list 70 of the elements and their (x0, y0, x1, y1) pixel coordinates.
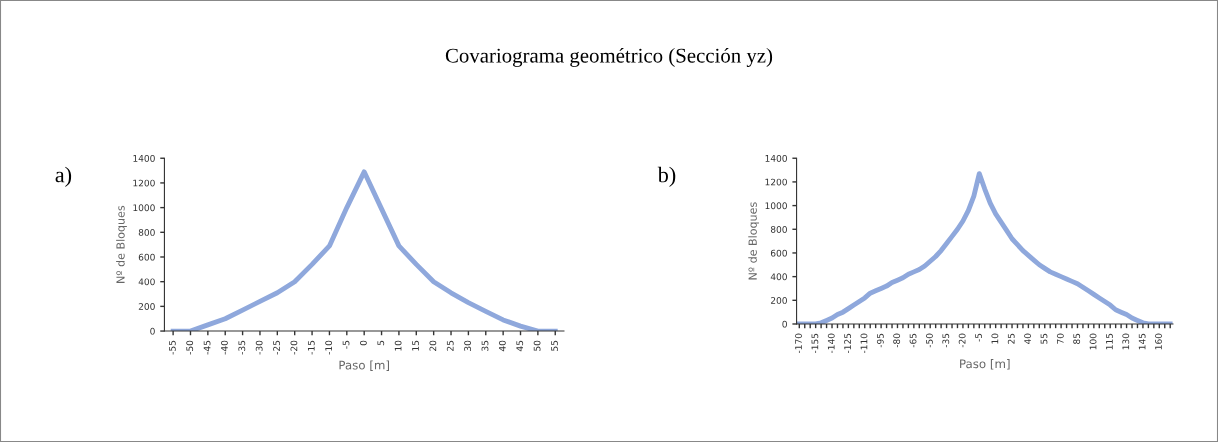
x-tick-label: 130 (1122, 333, 1130, 350)
text: Covariograma geométrico (Sección yz) (445, 47, 773, 67)
x-tick-label: -20 (290, 340, 298, 355)
x-tick-label: 15 (412, 340, 419, 351)
x-tick-label: -65 (909, 333, 917, 348)
x-tick-label: -140 (827, 333, 835, 354)
x-tick-label: 70 (1056, 333, 1064, 344)
x-tick-label: -5 (975, 333, 982, 342)
x-tick-label: -50 (926, 333, 933, 348)
y-tick-label: 600 (770, 249, 787, 257)
y-tick-label: 0 (782, 320, 787, 328)
y-tick-label: 400 (770, 273, 787, 281)
x-tick-label: -45 (203, 340, 211, 355)
x-tick-label: -35 (238, 340, 246, 355)
y-tick-label: 200 (770, 297, 787, 304)
x-tick-label: -125 (844, 333, 852, 354)
text: a) (55, 166, 72, 187)
y-tick-label: 1200 (133, 179, 155, 187)
y-tick-label: 400 (138, 278, 155, 286)
x-tick-label: -40 (221, 340, 228, 355)
x-tick-label: 160 (1155, 333, 1162, 350)
x-tick-label: -30 (255, 340, 263, 355)
x-tick-label: 25 (1007, 333, 1015, 344)
x-tick-label: 85 (1073, 333, 1081, 344)
y-tick-label: 800 (138, 229, 155, 236)
x-tick-label: 55 (1040, 333, 1048, 344)
x-tick-label: 30 (464, 340, 472, 351)
x-tick-label: 40 (498, 340, 506, 352)
x-tick-label: 50 (533, 340, 541, 351)
text: b) (657, 166, 676, 187)
y-tick-label: 800 (770, 226, 787, 233)
x-tick-label: -35 (942, 333, 950, 348)
x-axis-title: Paso [m] (960, 359, 1010, 370)
y-tick-label: 1400 (133, 154, 155, 162)
x-tick-label: 25 (446, 340, 454, 351)
y-tick-label: 0 (150, 327, 155, 335)
y-tick-label: 1000 (133, 204, 155, 212)
x-tick-label: -5 (342, 340, 350, 349)
x-tick-label: 100 (1089, 333, 1097, 350)
x-tick-label: -15 (307, 340, 315, 355)
x-tick-label: -95 (876, 333, 884, 348)
x-tick-label: 145 (1138, 333, 1146, 350)
y-tick-label: 1400 (765, 154, 787, 162)
x-tick-label: -20 (958, 333, 966, 348)
line-series (170, 169, 558, 332)
x-tick-label: -170 (795, 333, 802, 354)
y-axis-title: Nº de Bloques (748, 202, 760, 280)
x-tick-label: 5 (377, 340, 385, 346)
x-tick-label: 35 (481, 340, 489, 351)
x-tick-label: -110 (860, 333, 868, 354)
x-axis-title: Paso [m] (339, 360, 389, 371)
x-tick-label: 10 (991, 333, 999, 344)
x-tick-label: 55 (551, 340, 558, 351)
x-tick-label: -55 (169, 340, 176, 355)
x-tick-label: -50 (186, 340, 194, 355)
y-tick-label: 600 (138, 253, 155, 261)
x-tick-label: 10 (394, 340, 402, 351)
x-tick-label: 0 (359, 340, 367, 346)
x-tick-label: 45 (516, 340, 524, 352)
y-tick-label: 200 (138, 303, 155, 310)
y-tick-label: 1000 (765, 202, 787, 210)
x-tick-label: 40 (1024, 333, 1032, 345)
x-tick-label: 20 (429, 340, 437, 351)
x-tick-label: -80 (893, 333, 901, 348)
x-tick-label: -10 (325, 340, 333, 355)
x-tick-label: -25 (273, 340, 280, 355)
x-tick-label: -155 (811, 333, 819, 354)
x-tick-label: 115 (1106, 333, 1113, 350)
y-tick-label: 1200 (765, 178, 787, 186)
y-axis-title: Nº de Bloques (116, 205, 127, 283)
